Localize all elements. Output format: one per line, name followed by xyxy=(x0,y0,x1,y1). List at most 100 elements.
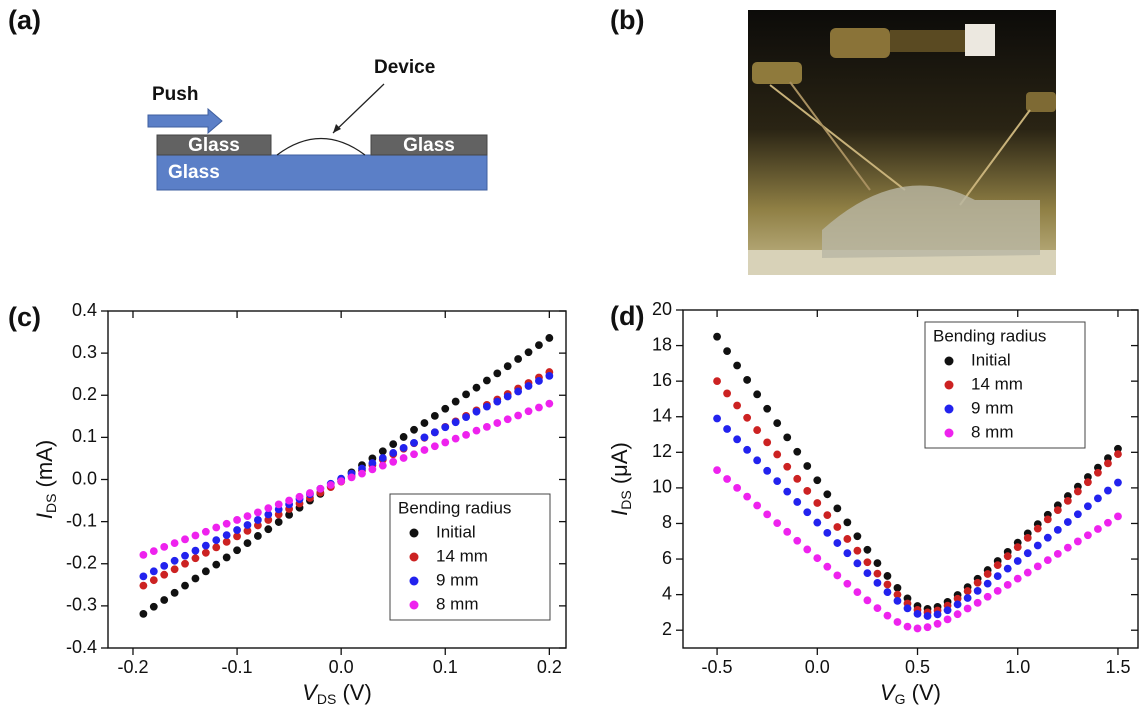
legend-label: 14 mm xyxy=(971,374,1023,393)
data-point xyxy=(525,348,533,356)
axis-unit: (V) xyxy=(336,680,371,705)
data-point xyxy=(984,580,992,588)
data-point xyxy=(483,423,491,431)
data-point xyxy=(823,529,831,537)
legend-label: 8 mm xyxy=(436,594,479,613)
data-point xyxy=(514,412,522,420)
data-point xyxy=(525,382,533,390)
y-tick-label: 0.4 xyxy=(72,300,97,320)
data-point xyxy=(823,511,831,519)
x-tick-label: 0.1 xyxy=(433,657,458,677)
data-point xyxy=(924,623,932,631)
axis-label: VDS (V) xyxy=(302,680,372,707)
y-tick-label: 0.0 xyxy=(72,468,97,488)
data-point xyxy=(171,589,179,597)
data-point xyxy=(1024,549,1032,557)
data-point xyxy=(894,597,902,605)
data-point xyxy=(773,477,781,485)
data-point xyxy=(150,576,158,584)
data-point xyxy=(1114,479,1122,487)
data-point xyxy=(884,612,892,620)
y-tick-label: 18 xyxy=(652,334,672,354)
data-point xyxy=(864,558,872,566)
data-point xyxy=(441,439,449,447)
data-point xyxy=(525,407,533,415)
data-point xyxy=(493,369,501,377)
data-point xyxy=(1064,497,1072,505)
push-label: Push xyxy=(152,84,198,105)
data-point xyxy=(723,347,731,355)
data-point xyxy=(139,610,147,618)
data-point xyxy=(853,532,861,540)
data-point xyxy=(1074,510,1082,518)
legend-marker xyxy=(410,553,419,562)
data-point xyxy=(275,518,283,526)
data-point xyxy=(400,444,408,452)
data-point xyxy=(974,587,982,595)
data-point xyxy=(514,355,522,363)
data-point xyxy=(452,398,460,406)
data-point xyxy=(723,425,731,433)
data-point xyxy=(783,463,791,471)
data-point xyxy=(753,456,761,464)
data-point xyxy=(504,362,512,370)
y-tick-label: -0.1 xyxy=(66,510,97,530)
data-point xyxy=(733,435,741,443)
device-arc xyxy=(277,139,365,156)
legend-title: Bending radius xyxy=(933,326,1046,345)
device-label: Device xyxy=(374,57,435,78)
data-point xyxy=(421,446,429,454)
legend-label: 9 mm xyxy=(436,570,479,589)
data-point xyxy=(974,599,982,607)
data-point xyxy=(1094,469,1102,477)
data-point xyxy=(783,433,791,441)
data-point xyxy=(223,554,231,562)
data-point xyxy=(233,516,241,524)
data-point xyxy=(753,502,761,510)
data-point xyxy=(1084,531,1092,539)
data-point xyxy=(264,525,272,533)
data-point xyxy=(431,412,439,420)
data-point xyxy=(944,606,952,614)
legend-marker xyxy=(410,529,419,538)
data-point xyxy=(192,575,200,583)
axis-subscript: DS xyxy=(317,691,336,707)
axis-subscript: G xyxy=(895,691,906,707)
data-point xyxy=(763,405,771,413)
data-point xyxy=(843,535,851,543)
data-point xyxy=(483,377,491,385)
data-point xyxy=(793,475,801,483)
data-point xyxy=(192,547,200,555)
data-point xyxy=(793,537,801,545)
data-point xyxy=(864,596,872,604)
data-point xyxy=(773,451,781,459)
data-point xyxy=(139,572,147,580)
data-point xyxy=(421,419,429,427)
axis-subscript: DS xyxy=(618,490,634,509)
data-point xyxy=(389,449,397,457)
panel-label: (d) xyxy=(610,301,644,331)
data-point xyxy=(723,475,731,483)
data-point xyxy=(244,539,252,547)
data-point xyxy=(1074,488,1082,496)
y-tick-label: 0.1 xyxy=(72,426,97,446)
data-point xyxy=(1004,552,1012,560)
data-point xyxy=(202,542,210,550)
y-tick-label: 16 xyxy=(652,370,672,390)
data-point xyxy=(874,604,882,612)
data-point xyxy=(1014,575,1022,583)
x-tick-label: 1.5 xyxy=(1105,657,1130,677)
legend-marker xyxy=(945,381,954,390)
data-point xyxy=(934,610,942,618)
data-point xyxy=(462,391,470,399)
data-point xyxy=(884,581,892,589)
data-point xyxy=(296,493,304,501)
data-point xyxy=(181,552,189,560)
data-point xyxy=(924,612,932,620)
data-point xyxy=(853,588,861,596)
data-point xyxy=(713,377,721,385)
data-point xyxy=(944,615,952,623)
legend-label: 14 mm xyxy=(436,546,488,565)
data-point xyxy=(793,448,801,456)
y-tick-label: 12 xyxy=(652,441,672,461)
